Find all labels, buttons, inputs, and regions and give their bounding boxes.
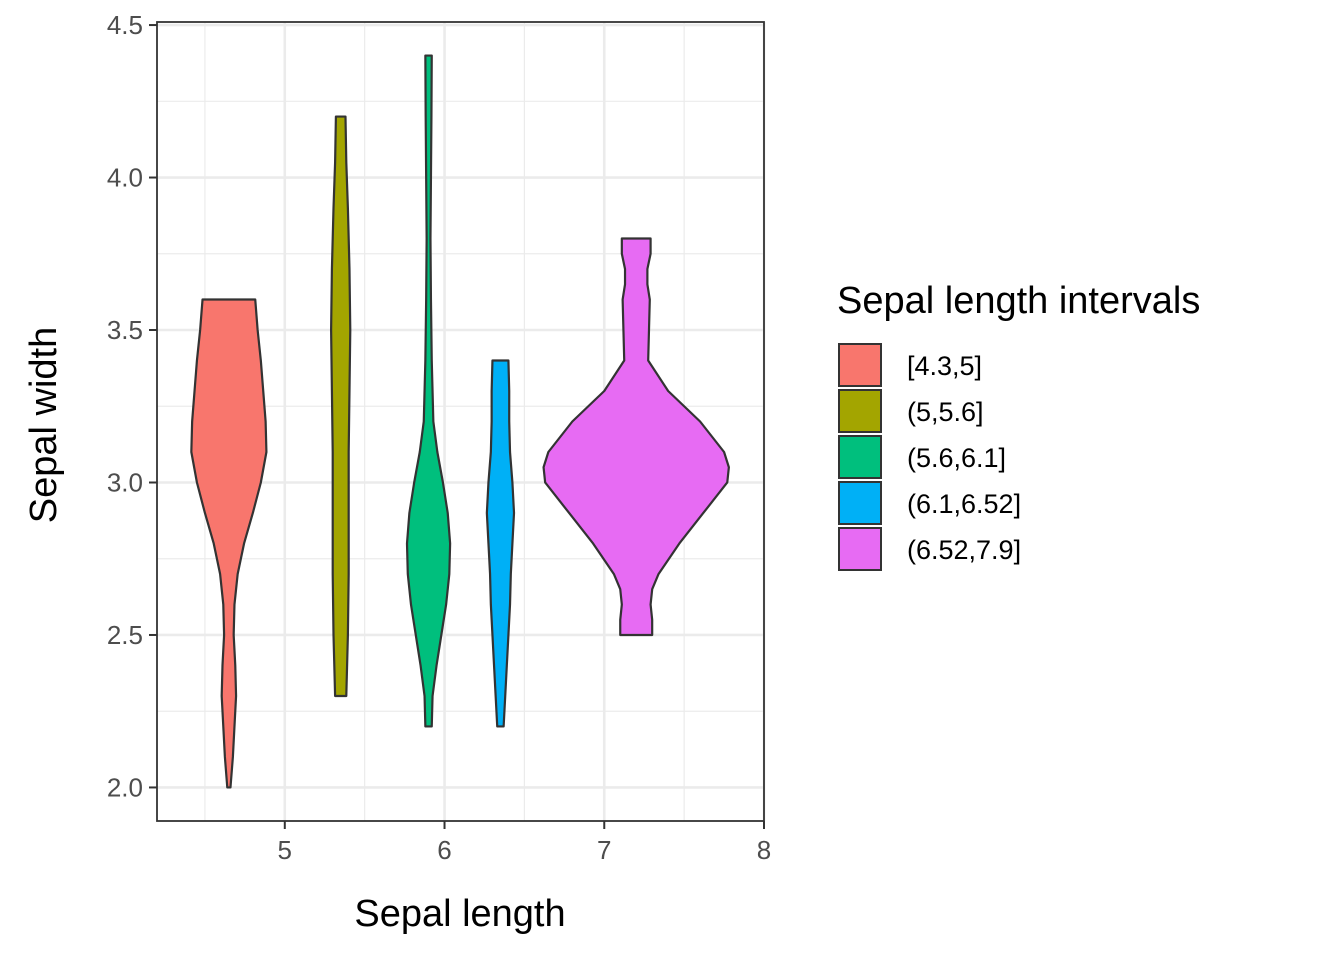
violins bbox=[190, 54, 730, 789]
legend-title: Sepal length intervals bbox=[837, 280, 1200, 322]
y-tick-label: 2.0 bbox=[107, 772, 143, 802]
legend-items: [4.3,5] (5,5.6] (5.6,6.1] (6.1,6.52] (6.52,7… bbox=[838, 343, 1021, 571]
y-tick-label: 2.5 bbox=[107, 620, 143, 650]
violin-4 bbox=[485, 359, 516, 728]
legend-label: [4.3,5] bbox=[907, 351, 982, 381]
x-axis: 5 6 7 8 bbox=[278, 821, 771, 865]
legend-key bbox=[838, 389, 882, 433]
x-tick-label: 7 bbox=[597, 835, 611, 865]
panel-border bbox=[156, 21, 765, 822]
x-tick-label: 6 bbox=[437, 835, 451, 865]
y-tick-label: 4.0 bbox=[107, 163, 143, 193]
y-tick-label: 3.5 bbox=[107, 315, 143, 345]
violin-3 bbox=[405, 54, 452, 728]
x-tick-label: 8 bbox=[757, 835, 771, 865]
legend-key bbox=[838, 527, 882, 571]
x-axis-title: Sepal length bbox=[354, 893, 565, 935]
legend-label: (5.6,6.1] bbox=[907, 443, 1006, 473]
y-tick-label: 4.5 bbox=[107, 10, 143, 40]
violin-2 bbox=[330, 115, 352, 698]
y-axis-title: Sepal width bbox=[23, 327, 65, 523]
legend-label: (6.1,6.52] bbox=[907, 489, 1021, 519]
legend-key bbox=[838, 481, 882, 525]
y-tick-label: 3.0 bbox=[107, 467, 143, 497]
y-axis: 2.0 2.5 3.0 3.5 4.0 4.5 bbox=[107, 10, 157, 802]
legend-key bbox=[838, 343, 882, 387]
legend-label: (5,5.6] bbox=[907, 397, 984, 427]
legend-key bbox=[838, 435, 882, 479]
legend-label: (6.52,7.9] bbox=[907, 535, 1021, 565]
legend: Sepal length intervals [4.3,5] (5,5.6] (5.… bbox=[837, 280, 1200, 571]
violin-5 bbox=[542, 237, 730, 637]
violin-1 bbox=[190, 298, 268, 789]
x-tick-label: 5 bbox=[278, 835, 292, 865]
